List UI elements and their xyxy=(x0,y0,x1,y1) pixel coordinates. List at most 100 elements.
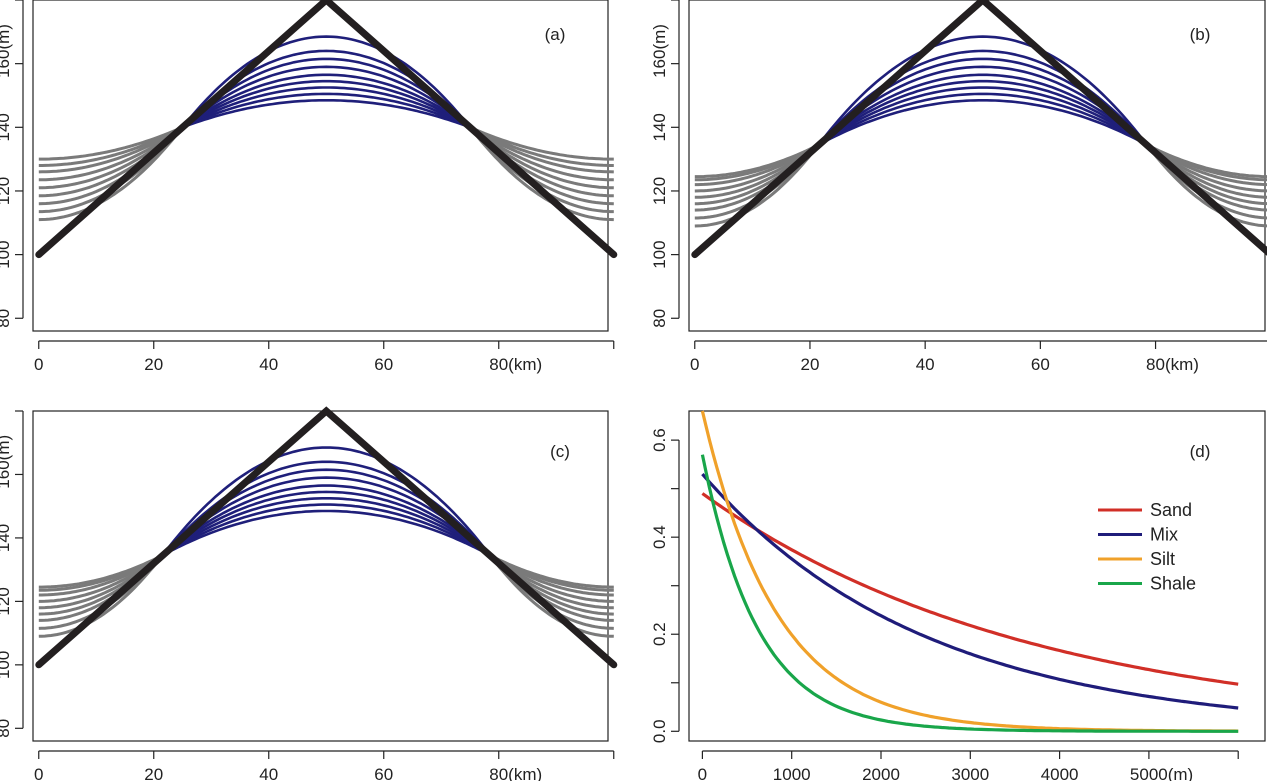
inner-arc xyxy=(161,484,491,557)
legend-label: Mix xyxy=(1150,525,1178,545)
inner-arc xyxy=(817,73,1148,146)
x-tick-label: 0 xyxy=(34,355,43,374)
x-tick-label: 20 xyxy=(144,765,163,781)
inner-arc xyxy=(182,99,471,129)
legend-label: Sand xyxy=(1150,500,1192,520)
outer-curve-right xyxy=(469,125,614,161)
outer-curve-left xyxy=(38,554,164,589)
inner-arc xyxy=(181,35,472,129)
legend-label: Shale xyxy=(1150,574,1196,594)
legend-label: Silt xyxy=(1150,549,1175,569)
x-tick-label: 80(km) xyxy=(489,355,542,374)
chart-panel-4: 0 1000 2000 3000 4000 5000(m) 0.0 0.2 0.4 0.6 (d) S… xyxy=(650,410,1266,781)
x-tick-label: 60 xyxy=(374,355,393,374)
y-tick-label: 140 xyxy=(0,524,13,552)
inner-arc xyxy=(161,503,491,557)
x-tick-label: 20 xyxy=(144,355,163,374)
series-line-mix xyxy=(701,473,1239,710)
outer-curve-right xyxy=(489,554,614,589)
x-tick-label: 60 xyxy=(1031,355,1050,374)
inner-arc xyxy=(161,490,491,557)
outer-curve-left xyxy=(38,126,184,222)
y-tick-label: 0.6 xyxy=(650,428,669,452)
outer-curve-right xyxy=(469,125,614,167)
x-tick-label: 40 xyxy=(259,355,278,374)
y-tick-label: 160(m) xyxy=(0,24,13,78)
y-tick-label: 100 xyxy=(0,240,13,268)
y-tick-label: 120 xyxy=(650,177,669,205)
x-tick-label: 80(km) xyxy=(489,765,542,781)
y-tick-label: 100 xyxy=(0,651,13,679)
panel-label: (a) xyxy=(545,25,566,44)
chart-panel-3: 0 20 40 60 80(km) 80 100 120 140 160(m) (c) xyxy=(0,406,618,781)
y-tick-label: 80 xyxy=(0,719,13,738)
series-line-shale xyxy=(700,454,1239,733)
inner-arc xyxy=(817,99,1148,146)
outer-curve-left xyxy=(38,126,184,174)
plot-frame xyxy=(688,410,1266,742)
outer-curve-left xyxy=(38,125,184,161)
outer-curve-right xyxy=(1146,143,1267,179)
y-tick-label: 120 xyxy=(0,587,13,615)
y-tick-label: 160(m) xyxy=(650,24,669,78)
outer-curve-left xyxy=(694,143,820,228)
x-tick-label: 80(km) xyxy=(1146,355,1199,374)
x-tick-label: 40 xyxy=(259,765,278,781)
inner-arc xyxy=(161,476,491,557)
inner-arc xyxy=(161,497,491,557)
plot-frame xyxy=(32,0,609,332)
inner-arc xyxy=(817,86,1148,146)
outer-curve-left xyxy=(38,554,164,638)
y-tick-label: 140 xyxy=(0,113,13,141)
panel-label: (b) xyxy=(1190,25,1211,44)
outer-curve-left xyxy=(694,143,820,179)
y-tick-label: 0.0 xyxy=(650,719,669,743)
inner-arc xyxy=(817,65,1148,146)
outer-curve-left xyxy=(38,126,184,182)
inner-arc xyxy=(161,509,491,557)
chart-panel-1: 0 20 40 60 80(km) 80 100 120 140 160(m) (a) xyxy=(0,0,618,374)
x-tick-label: 1000 xyxy=(773,765,811,781)
outer-curve-right xyxy=(1145,143,1267,228)
y-tick-label: 80 xyxy=(0,309,13,328)
inner-arc xyxy=(181,65,471,129)
y-tick-label: 80 xyxy=(650,309,669,328)
panel-label: (d) xyxy=(1190,442,1211,461)
outer-curve-right xyxy=(468,126,614,222)
inner-arc xyxy=(181,92,471,129)
topography-profile xyxy=(691,0,1267,259)
chart-panel-2: 0 20 40 60 80(km) 80 100 120 140 160(m) (b) xyxy=(650,0,1267,374)
x-tick-label: 4000 xyxy=(1041,765,1079,781)
inner-arc xyxy=(817,35,1148,146)
x-tick-label: 0 xyxy=(698,765,707,781)
x-tick-label: 2000 xyxy=(862,765,900,781)
inner-arc xyxy=(181,86,471,129)
outer-curve-right xyxy=(488,554,614,638)
y-tick-label: 0.2 xyxy=(650,622,669,646)
outer-curve-left xyxy=(38,125,184,167)
plot-frame xyxy=(32,410,609,742)
inner-arc xyxy=(161,446,492,557)
inner-arc xyxy=(181,79,471,129)
plot-frame xyxy=(688,0,1266,332)
series-line-sand xyxy=(701,492,1239,686)
series-line-silt xyxy=(700,410,1239,733)
x-tick-label: 60 xyxy=(374,765,393,781)
legend: Sand Mix Silt Shale xyxy=(1098,500,1196,594)
y-tick-label: 120 xyxy=(0,177,13,205)
x-tick-label: 40 xyxy=(916,355,935,374)
x-tick-label: 20 xyxy=(800,355,819,374)
x-tick-label: 5000(m) xyxy=(1130,765,1193,781)
y-tick-label: 160(m) xyxy=(0,435,13,489)
topography-profile xyxy=(35,406,618,669)
x-tick-label: 0 xyxy=(690,355,699,374)
panel-label: (c) xyxy=(550,442,570,461)
topography-profile xyxy=(35,0,618,259)
y-tick-label: 0.4 xyxy=(650,525,669,549)
inner-arc xyxy=(181,73,471,129)
outer-curve-right xyxy=(469,126,614,182)
inner-arc xyxy=(817,92,1148,146)
x-tick-label: 3000 xyxy=(951,765,989,781)
y-tick-label: 140 xyxy=(650,113,669,141)
